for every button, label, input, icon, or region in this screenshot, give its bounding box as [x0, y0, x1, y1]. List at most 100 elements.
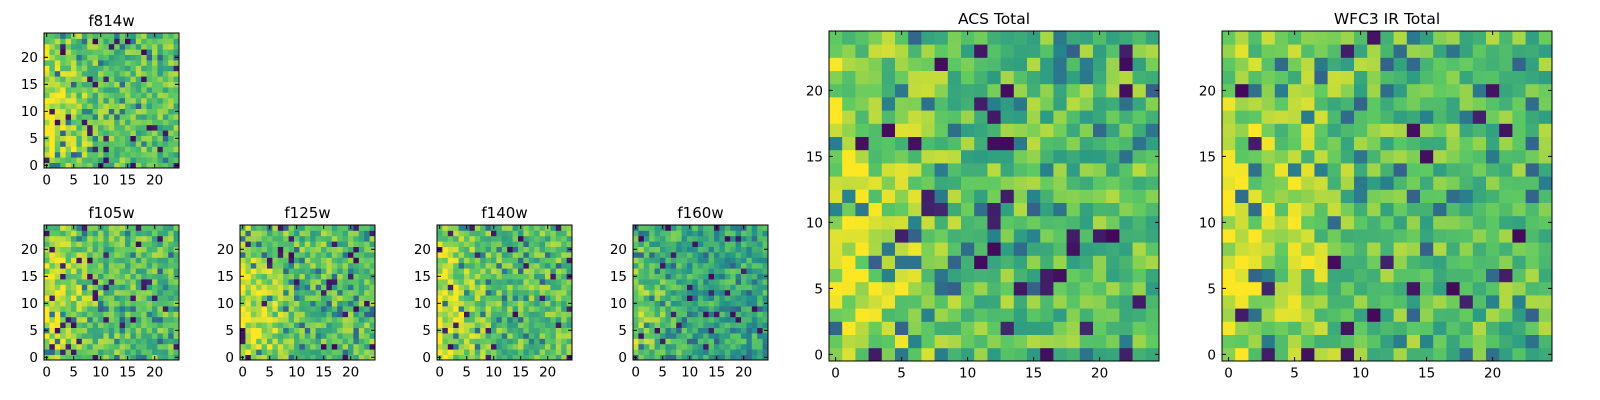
heatmap-cell [54, 119, 61, 126]
heatmap-cell [119, 146, 126, 153]
x-tick-label: 15 [708, 365, 725, 381]
heatmap-cell [1027, 57, 1041, 71]
heatmap-cell [353, 311, 360, 318]
heatmap-cell [545, 279, 551, 285]
heatmap-cell [125, 316, 131, 323]
heatmap-cell [1459, 268, 1474, 283]
heatmap-cell [1420, 347, 1434, 362]
y-tick-label: 20 [217, 242, 234, 258]
heatmap-cell [130, 225, 137, 231]
heatmap-cell [703, 289, 709, 296]
panel-title: ACS Total [958, 10, 1030, 28]
heatmap-cell [757, 262, 763, 269]
heatmap-cell [987, 176, 1001, 190]
heatmap-cell [337, 284, 343, 291]
heatmap-cell [458, 273, 465, 280]
heatmap-cell [485, 316, 492, 323]
heatmap-cell [724, 273, 731, 280]
heatmap-cell [71, 327, 77, 334]
heatmap-cell [348, 338, 354, 345]
heatmap-cell [1132, 202, 1147, 217]
heatmap-cell [1354, 149, 1368, 164]
heatmap-cell [1314, 123, 1328, 137]
heatmap-cell [337, 252, 343, 258]
heatmap-cell [643, 257, 650, 264]
heatmap-cell [1354, 242, 1368, 256]
heatmap-cell [1066, 70, 1081, 85]
heatmap-cell [54, 289, 61, 296]
heatmap-cell [523, 338, 530, 345]
heatmap-cell [534, 268, 540, 274]
heatmap-cell [660, 327, 666, 334]
heatmap-cell [1119, 176, 1133, 190]
heatmap-cell [555, 338, 562, 345]
heatmap-cell [730, 235, 736, 242]
heatmap-cell [65, 87, 72, 93]
heatmap-cell [141, 65, 147, 72]
heatmap-cell [261, 306, 268, 312]
heatmap-cell [60, 343, 66, 350]
heatmap-cell [92, 230, 99, 237]
heatmap-cell [130, 268, 137, 274]
heatmap-cell [665, 300, 672, 307]
heatmap-cell [1327, 321, 1342, 335]
heatmap-cell [947, 189, 962, 203]
heatmap-cell [369, 322, 376, 328]
heatmap-cell [496, 311, 503, 318]
heatmap-cell [1472, 110, 1487, 124]
heatmap-cell [168, 246, 174, 253]
heatmap-cell [119, 130, 126, 136]
heatmap-cell [842, 176, 856, 190]
heatmap-cell [114, 141, 120, 147]
heatmap-cell [670, 235, 677, 242]
heatmap-cell [751, 349, 758, 355]
heatmap-cell [501, 354, 508, 361]
heatmap-cell [458, 289, 465, 296]
y-tick-label: 10 [21, 104, 38, 120]
heatmap-cell [1446, 57, 1460, 71]
heatmap-cell [1261, 202, 1276, 217]
heatmap-cell [173, 33, 180, 39]
heatmap-cell [649, 306, 655, 312]
heatmap-cell [152, 284, 158, 291]
heatmap-cell [1000, 110, 1015, 124]
heatmap-cell [98, 92, 104, 99]
heatmap-cell [108, 279, 115, 285]
heatmap-cell [87, 49, 93, 55]
heatmap-cell [665, 273, 672, 280]
heatmap-cell [474, 246, 481, 253]
heatmap-cell [358, 306, 365, 312]
heatmap-cell [681, 268, 688, 274]
heatmap-cell [730, 316, 736, 323]
heatmap-cell [1433, 295, 1447, 309]
heatmap-cell [539, 306, 546, 312]
heatmap-cell [358, 300, 365, 307]
heatmap-cell [146, 349, 153, 355]
heatmap-cell [1235, 57, 1249, 71]
heatmap-cell [1354, 321, 1368, 335]
heatmap-cell [908, 123, 922, 137]
heatmap-cell [141, 354, 147, 361]
heatmap-cell [256, 262, 262, 269]
heatmap-cell [288, 306, 295, 312]
heatmap-cell [60, 246, 66, 253]
heatmap-cell [44, 235, 50, 242]
heatmap-cell [730, 322, 736, 328]
heatmap-cell [757, 333, 763, 339]
heatmap-cell [130, 241, 137, 247]
heatmap-cell [1145, 255, 1160, 269]
heatmap-cell [364, 289, 370, 296]
heatmap-cell [277, 284, 284, 291]
heatmap-cell [1145, 189, 1160, 203]
heatmap-cell [152, 151, 158, 158]
heatmap-cell [855, 347, 869, 362]
heatmap-cell [730, 343, 736, 350]
heatmap-cell [1354, 334, 1368, 349]
heatmap-cell [1406, 268, 1421, 283]
heatmap-cell [141, 54, 147, 61]
heatmap-cell [98, 49, 104, 55]
heatmap-cell [757, 246, 763, 253]
heatmap-cell [730, 306, 736, 312]
heatmap-cell [1040, 136, 1054, 151]
heatmap-cell [125, 273, 131, 280]
